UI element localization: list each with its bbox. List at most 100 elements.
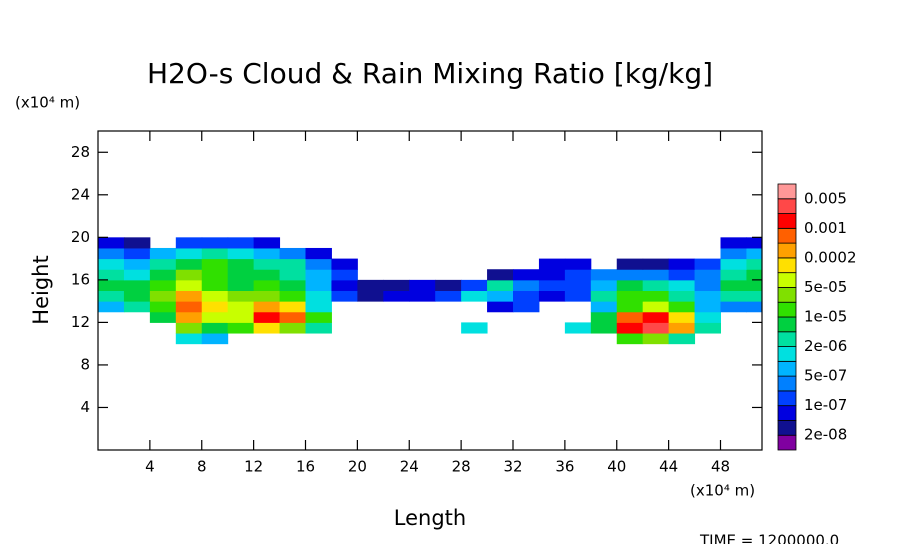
contour-cell	[564, 279, 592, 291]
contour-cell	[642, 301, 670, 313]
contour-cell	[253, 290, 281, 302]
colorbar-swatch	[777, 434, 797, 451]
colorbar-label: 5e-05	[804, 278, 847, 296]
y-tick-label: 28	[71, 143, 90, 161]
colorbar-swatch	[777, 360, 797, 377]
contour-cell	[435, 279, 462, 291]
contour-cell	[746, 247, 762, 260]
contour-cell	[409, 279, 436, 291]
y-unit: (x10⁴ m)	[15, 94, 80, 112]
contour-cell	[487, 290, 514, 302]
contour-cell	[720, 269, 747, 281]
contour-cell	[149, 269, 177, 281]
contour-cell	[642, 258, 670, 270]
contour-cell	[746, 269, 762, 281]
contour-cell	[694, 279, 721, 291]
contour-cell	[305, 311, 332, 323]
contour-cell	[201, 237, 229, 249]
contour-cell	[538, 279, 566, 291]
contour-cell	[123, 258, 151, 270]
contour-field	[98, 237, 762, 345]
contour-cell	[305, 269, 332, 281]
contour-cell	[513, 279, 540, 291]
contour-cell	[694, 269, 721, 281]
contour-cell	[383, 279, 410, 291]
contour-cell	[616, 322, 644, 334]
contour-cell	[720, 247, 747, 260]
contour-cell	[201, 279, 229, 291]
contour-cell	[331, 279, 358, 291]
contour-cell	[538, 290, 566, 302]
contour-cell	[227, 237, 255, 249]
colorbar-swatch	[777, 390, 797, 407]
contour-cell	[201, 247, 229, 260]
contour-cell	[175, 311, 203, 323]
contour-cell	[149, 247, 177, 260]
contour-cell	[668, 269, 696, 281]
contour-cell	[227, 247, 255, 260]
contour-cell	[123, 237, 151, 249]
contour-cell	[149, 258, 177, 270]
colorbar-swatch	[777, 183, 797, 200]
contour-cell	[305, 301, 332, 313]
contour-cell	[175, 269, 203, 281]
contour-cell	[720, 279, 747, 291]
contour-cell	[98, 269, 125, 281]
contour-cell	[149, 279, 177, 291]
contour-cell	[746, 258, 762, 270]
contour-cell	[253, 269, 281, 281]
contour-cell	[564, 290, 592, 302]
contour-cell	[175, 290, 203, 302]
colorbar-label: 1e-07	[804, 396, 847, 414]
contour-cell	[279, 301, 306, 313]
contour-cell	[616, 311, 644, 323]
colorbar-swatch	[777, 420, 797, 436]
contour-cell	[227, 322, 255, 334]
colorbar-label: 1e-05	[804, 308, 847, 326]
colorbar-swatch	[777, 405, 797, 421]
contour-cell	[668, 258, 696, 270]
contour-cell	[668, 333, 696, 345]
contour-cell	[487, 301, 514, 313]
contour-cell	[279, 279, 306, 291]
colorbar-swatch	[777, 272, 797, 288]
contour-cell	[305, 290, 332, 302]
contour-cell	[279, 311, 306, 323]
contour-cell	[175, 279, 203, 291]
contour-cell	[694, 258, 721, 270]
contour-cell	[642, 269, 670, 281]
contour-cell	[175, 301, 203, 313]
contour-cell	[668, 322, 696, 334]
contour-cell	[201, 258, 229, 270]
x-tick-label: 32	[503, 458, 522, 476]
contour-cell	[175, 258, 203, 270]
contour-cell	[409, 290, 436, 302]
contour-cell	[435, 290, 462, 302]
contour-cell	[746, 237, 762, 249]
contour-cell	[538, 258, 566, 270]
contour-cell	[694, 322, 721, 334]
contour-cell	[331, 269, 358, 281]
footer: TIME = 1200000.0	[699, 532, 839, 544]
x-unit: (x10⁴ m)	[690, 482, 755, 500]
contour-cell	[279, 290, 306, 302]
contour-cell	[642, 279, 670, 291]
contour-cell	[98, 258, 125, 270]
y-tick-label: 24	[71, 185, 90, 203]
contour-cell	[720, 258, 747, 270]
contour-cell	[279, 269, 306, 281]
contour-cell	[564, 258, 592, 270]
contour-cell	[201, 290, 229, 302]
contour-cell	[175, 333, 203, 345]
contour-cell	[616, 269, 644, 281]
contour-cell	[720, 237, 747, 249]
contour-cell	[746, 279, 762, 291]
colorbar-swatch	[777, 227, 797, 244]
colorbar-swatch	[777, 213, 797, 229]
contour-cell	[590, 279, 618, 291]
contour-cell	[98, 301, 125, 313]
contour-cell	[149, 290, 177, 302]
contour-cell	[123, 247, 151, 260]
colorbar-swatch	[777, 331, 797, 347]
